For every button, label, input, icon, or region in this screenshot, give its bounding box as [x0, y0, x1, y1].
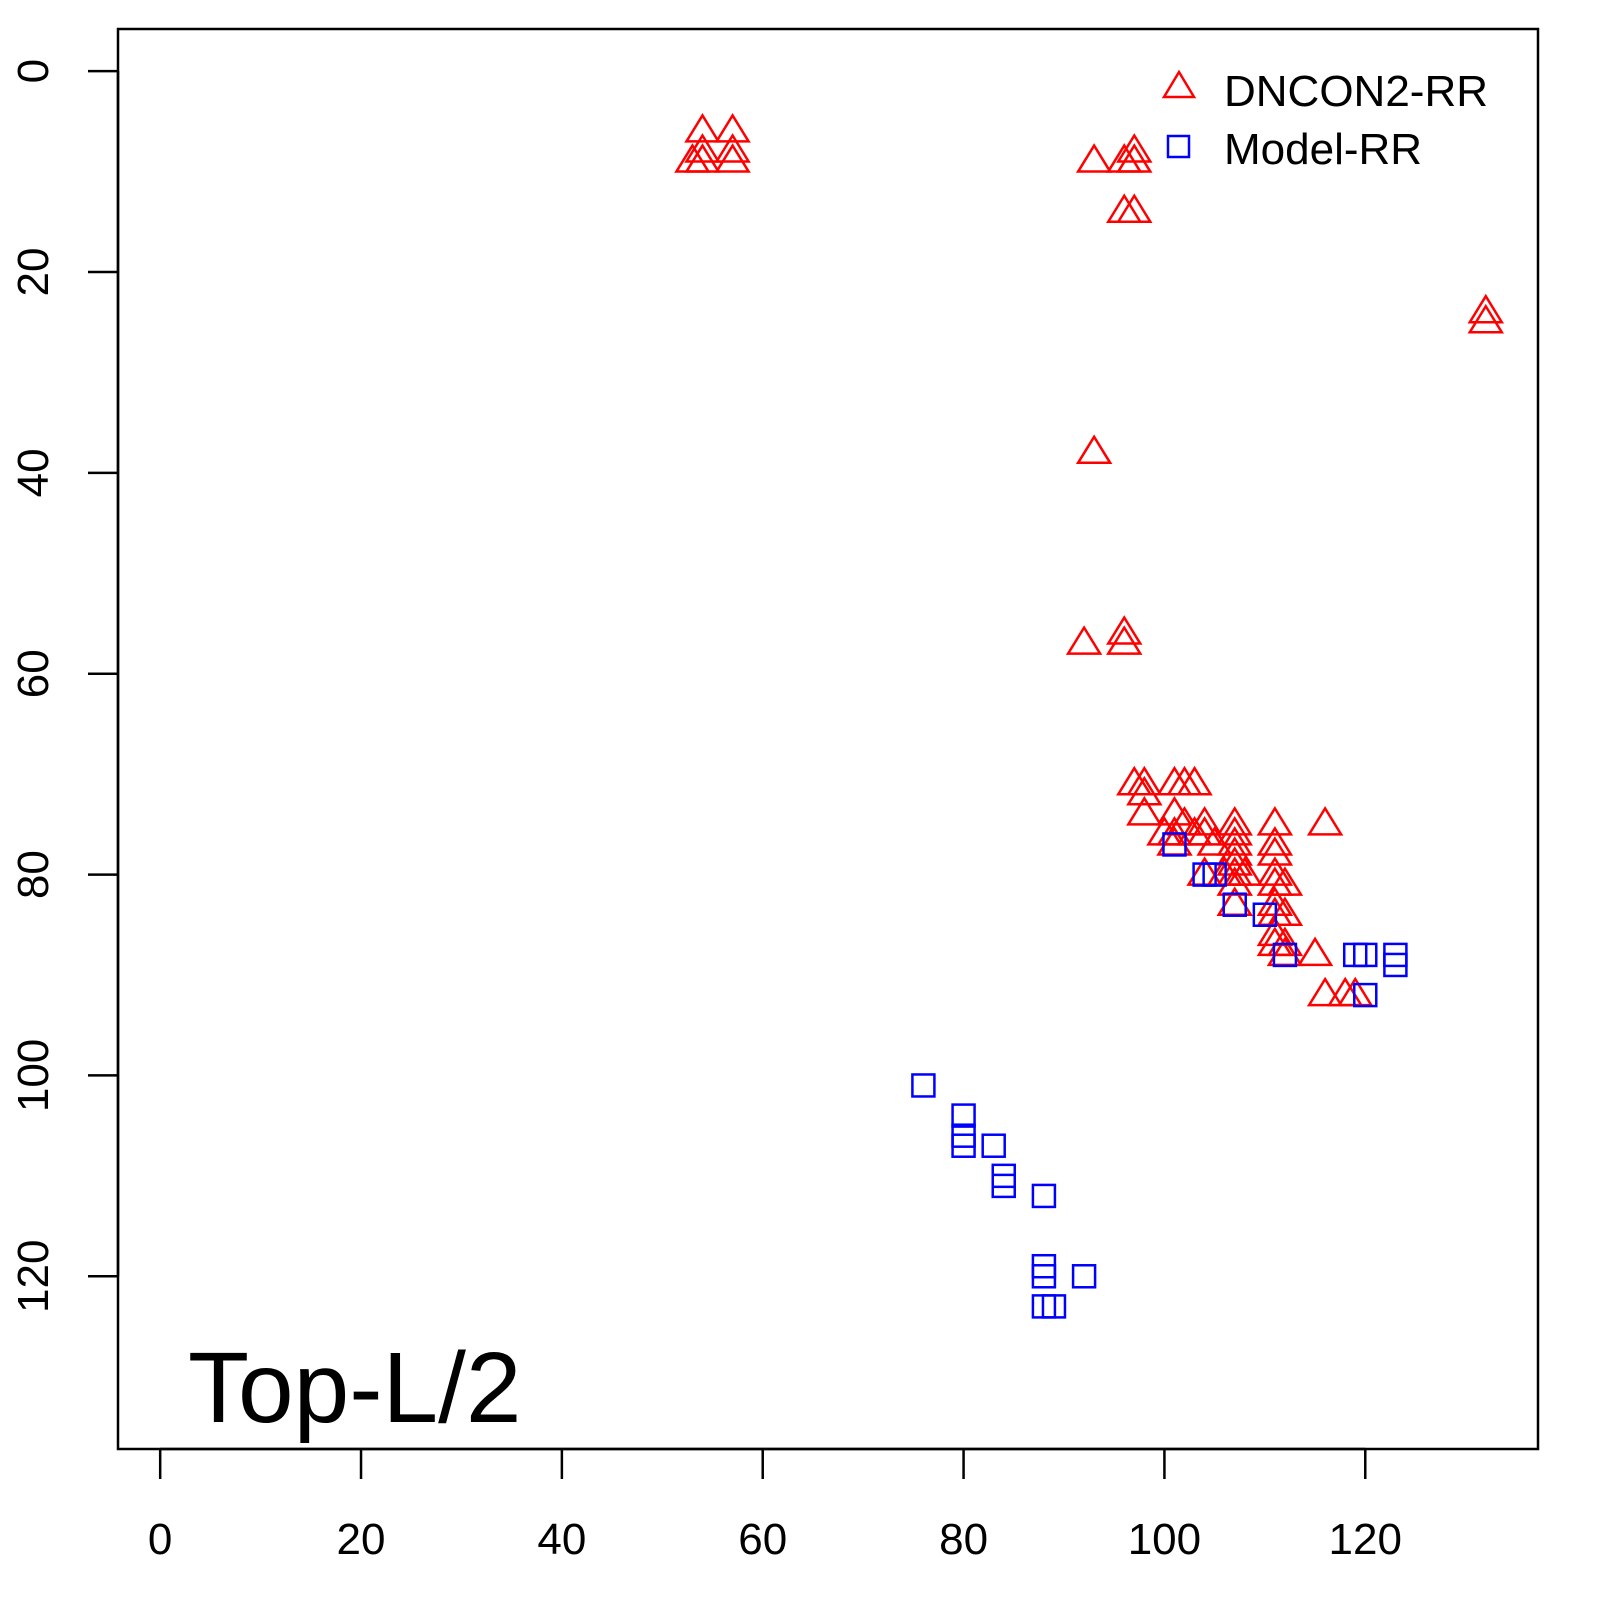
- triangle-point: [1266, 866, 1304, 896]
- triangle-point: [1216, 836, 1253, 866]
- triangle-point: [1256, 826, 1294, 856]
- legend: DNCON2-RR Model-RR: [1161, 67, 1488, 174]
- triangle-point: [1106, 625, 1143, 655]
- triangle-point: [1065, 625, 1103, 655]
- y-tick-label: 0: [9, 59, 58, 83]
- y-axis: 0 20 40 60 80 100 120: [9, 59, 120, 1313]
- triangle-point: [1186, 805, 1223, 836]
- legend-label-model: Model-RR: [1224, 125, 1422, 174]
- data-points: [674, 113, 1505, 1319]
- square-point: [1041, 1294, 1067, 1319]
- triangle-point: [1216, 826, 1253, 856]
- square-point: [1031, 1264, 1057, 1289]
- square-point: [951, 1133, 976, 1158]
- square-point: [911, 1073, 936, 1098]
- x-tick-label: 100: [1128, 1515, 1201, 1564]
- y-tick-label: 40: [9, 448, 58, 497]
- triangle-point: [1176, 765, 1213, 796]
- square-point: [1202, 862, 1227, 887]
- x-tick-label: 20: [337, 1515, 386, 1564]
- triangle-point: [1075, 434, 1113, 465]
- x-axis: 0 20 40 60 80 100 120: [148, 1447, 1402, 1564]
- square-point: [991, 1173, 1016, 1199]
- legend-label-dncon2: DNCON2-RR: [1224, 67, 1488, 116]
- triangle-point: [1216, 805, 1253, 836]
- triangle-point: [1126, 795, 1163, 826]
- y-tick-label: 60: [9, 649, 58, 698]
- triangle-point: [684, 113, 721, 143]
- triangle-point: [1216, 816, 1253, 846]
- triangle-point: [1467, 293, 1505, 324]
- square-point: [981, 1133, 1006, 1158]
- triangle-point: [684, 143, 721, 173]
- square-point: [1353, 982, 1378, 1008]
- square-point: [1162, 832, 1187, 857]
- triangle-point: [714, 133, 751, 163]
- y-tick-label: 100: [9, 1039, 58, 1112]
- triangle-point: [1296, 936, 1334, 967]
- square-point: [1383, 952, 1408, 978]
- triangle-point: [1256, 805, 1294, 836]
- square-point: [1353, 942, 1378, 968]
- legend-marker-triangle-icon: [1161, 69, 1197, 99]
- y-tick-label: 80: [9, 850, 58, 899]
- triangle-point: [1075, 143, 1113, 173]
- triangle-point: [1196, 826, 1233, 856]
- triangle-point: [1256, 836, 1294, 866]
- panel-annotation: Top-L/2: [188, 1332, 522, 1444]
- triangle-point: [714, 113, 751, 143]
- triangle-point: [1306, 805, 1344, 836]
- x-tick-label: 60: [738, 1515, 787, 1564]
- square-point: [1252, 902, 1278, 927]
- triangle-point: [1116, 133, 1153, 163]
- y-tick-label: 20: [9, 248, 58, 297]
- triangle-point: [1116, 193, 1153, 224]
- x-tick-label: 80: [939, 1515, 988, 1564]
- square-point: [1222, 892, 1247, 917]
- triangle-point: [1126, 775, 1163, 806]
- y-tick-label: 120: [9, 1240, 58, 1313]
- triangle-point: [1266, 926, 1304, 957]
- triangle-point: [1467, 303, 1505, 334]
- square-point: [1071, 1264, 1097, 1289]
- plot-frame: [116, 27, 1540, 1451]
- triangle-point: [1116, 143, 1153, 173]
- x-tick-label: 40: [537, 1515, 586, 1564]
- triangle-point: [714, 143, 751, 173]
- triangle-point: [1126, 765, 1163, 796]
- square-point: [1272, 942, 1298, 968]
- x-tick-label: 0: [148, 1515, 172, 1564]
- square-point: [951, 1103, 976, 1128]
- legend-marker-square-icon: [1166, 134, 1191, 159]
- square-point: [1031, 1183, 1057, 1209]
- triangle-point: [1106, 615, 1143, 645]
- triangle-point: [1306, 976, 1344, 1007]
- x-tick-label: 120: [1329, 1515, 1402, 1564]
- triangle-point: [1156, 816, 1193, 846]
